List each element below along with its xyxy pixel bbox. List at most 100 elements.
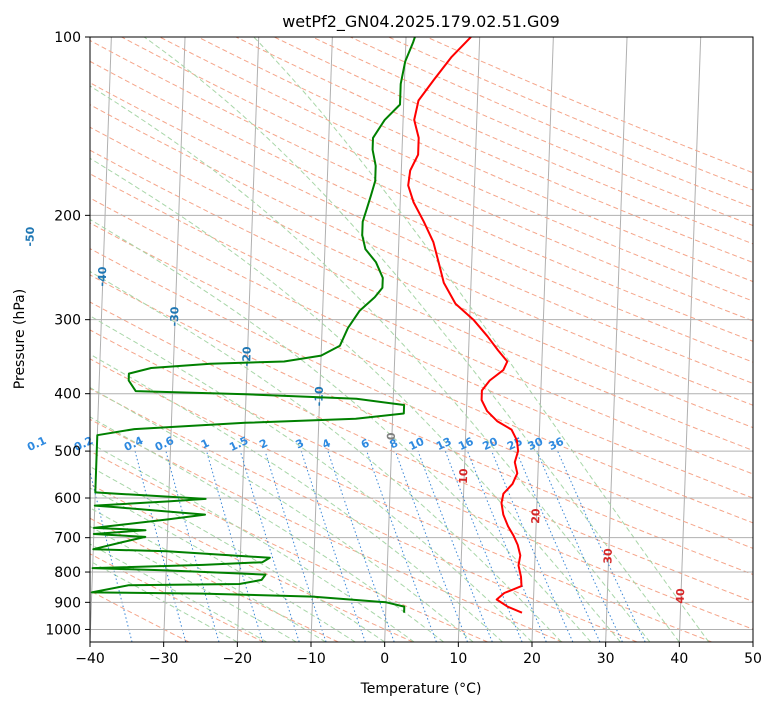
mixing-ratio-line [536,450,623,642]
x-tick-label: 40 [670,651,688,667]
isotherm-line [605,37,628,642]
dry-adiabat-line [90,149,753,452]
y-tick-label: 1000 [45,622,81,638]
x-tick-label: 10 [449,651,467,667]
x-tick-label: 50 [744,651,762,667]
dry-adiabat-line [350,37,753,209]
y-tick-label: 500 [54,444,81,460]
dry-adiabat-line [90,197,753,499]
dry-adiabat-line [90,450,488,642]
mixing-ratio-line [327,450,395,642]
x-tick-label: −40 [75,651,105,667]
isotherm-line [531,37,554,642]
chart-title: wetPf2_GN04.2025.179.02.51.G09 [282,12,560,32]
isotherm-label: -50 [23,226,37,247]
y-tick-label: 600 [54,491,81,507]
mixing-ratio-line [491,450,574,642]
mixing-ratio-line [90,469,133,642]
plot-frame [89,36,754,643]
moist-adiabat-line [143,37,680,642]
dry-adiabat-line [90,248,753,549]
dry-adiabat-line [90,60,753,363]
dry-adiabat-line [90,104,753,406]
dry-adiabat-line [273,37,753,245]
isotherm-line [384,37,407,642]
dry-adiabat-line [90,483,414,642]
x-tick-label: −10 [296,651,326,667]
isotherm-label: -40 [96,266,110,287]
isotherm-line [236,37,260,642]
mixing-ratio-line [557,450,646,642]
y-tick-label: 700 [54,531,81,547]
mixing-ratio-line [515,450,601,642]
dry-adiabat-line [312,37,753,227]
dewpoint-profile-line [90,37,416,613]
x-axis: −40 −30 −20 −10 0 10 20 30 40 50 [75,642,762,667]
moist-adiabat-line [90,507,326,642]
moist-adiabat-line [90,315,533,642]
dry-adiabat-line [90,126,753,429]
x-tick-label: −30 [149,651,179,667]
mixing-ratio-label: 13 [434,435,453,453]
temperature-profile-line [407,37,523,614]
y-axis: 100 200 300 400 500 600 700 800 900 1000 [45,30,90,638]
mixing-ratio-line [239,450,300,642]
isotherm-label: 20 [529,508,543,524]
mixing-ratio-line [165,450,220,642]
dry-adiabat-line [90,39,753,342]
isotherm-label: 40 [674,588,688,604]
y-tick-label: 800 [54,565,81,581]
moist-adiabat-line [90,218,592,642]
y-tick-label: 100 [54,30,81,46]
profile-series [90,37,523,614]
mixing-ratio-line [467,450,547,642]
y-axis-title: Pressure (hPa) [12,289,28,389]
dry-adiabat-line [90,517,339,642]
mixing-ratio-labels: 0.1 0.2 0.4 0.6 1 1.5 2 3 4 6 8 10 13 16 20 25 30 36 [25,434,566,454]
isotherm-line [163,37,186,642]
background-lines [90,37,753,642]
moist-adiabat-line [253,37,710,642]
dry-adiabat-line [90,82,753,384]
x-axis-title: Temperature (°C) [360,681,482,697]
isotherm-label: 10 [457,468,471,484]
isotherm-label: -10 [312,386,326,407]
isotherm-label: 30 [601,548,615,564]
mixing-ratio-line [206,450,264,642]
x-tick-label: 0 [380,651,389,667]
mixing-ratio-label: 20 [481,435,501,453]
isotherm-label: -20 [240,346,254,367]
mixing-ratio-line [134,450,187,642]
mixing-ratio-line [264,450,327,642]
dry-adiabat-line [90,301,753,603]
y-tick-label: 300 [54,313,81,329]
x-tick-label: −20 [223,651,253,667]
dry-adiabat-line [90,418,563,642]
moist-adiabat-line [90,85,651,642]
mixing-ratio-label: 16 [456,435,476,453]
isotherm-line [457,37,481,642]
dry-adiabat-line [90,387,638,642]
mixing-ratio-label: 10 [407,435,427,453]
isotherm-line [678,37,702,642]
isotherm-line [90,37,112,642]
mixing-ratio-line [300,450,366,642]
y-tick-label: 200 [54,208,81,224]
dry-adiabat-line [121,37,753,322]
isotherm-line [310,37,333,642]
moist-adiabat-line [90,353,503,642]
mixing-ratio-label: 36 [546,435,566,453]
dry-adiabat-line [159,37,753,302]
x-tick-label: 20 [523,651,541,667]
mixing-ratio-label: 30 [526,435,546,453]
y-tick-label: 900 [54,595,81,611]
y-tick-label: 400 [54,387,81,403]
dry-adiabat-line [90,358,712,642]
x-tick-label: 30 [597,651,615,667]
mixing-ratio-label: 25 [505,435,524,453]
moist-adiabat-line [90,157,621,642]
isotherm-label: 0 [385,432,398,440]
isotherm-label: -30 [168,306,182,327]
